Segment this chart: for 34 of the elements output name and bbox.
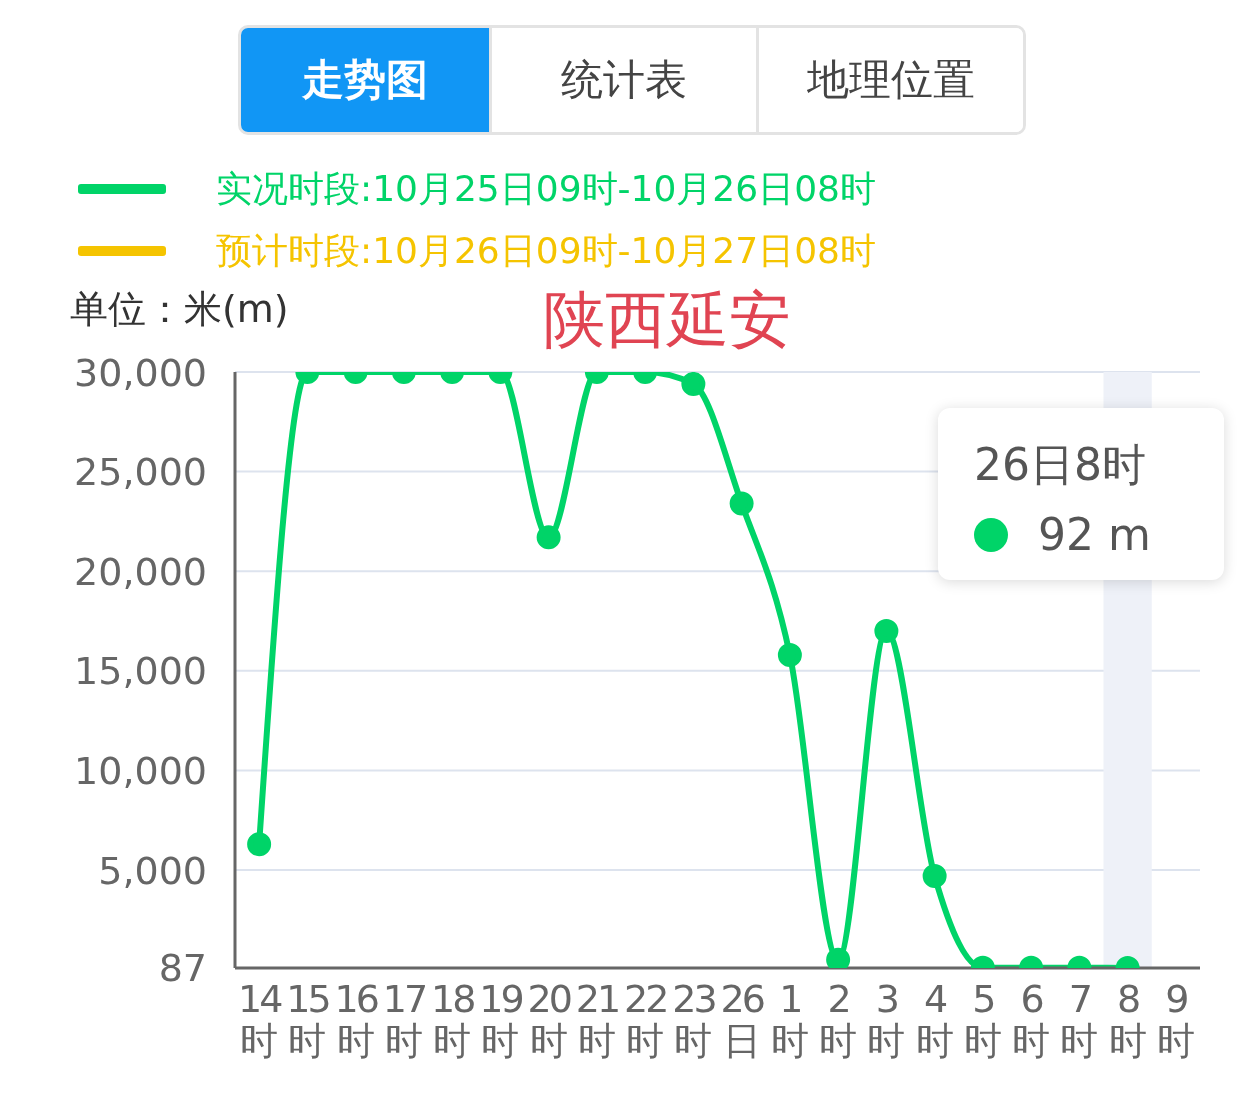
y-tick-label: 10,000 — [74, 748, 207, 793]
x-tick-label: 2时 — [819, 977, 858, 1063]
x-tick-label: 6时 — [1012, 977, 1051, 1063]
tab-bar: 走势图 统计表 地理位置 — [238, 25, 1026, 135]
x-tick-label: 26日 — [720, 977, 764, 1063]
x-tick-label: 3时 — [867, 977, 906, 1063]
x-tick-label: 14时 — [237, 977, 283, 1063]
x-tick-label: 9时 — [1156, 977, 1195, 1063]
x-tick-label: 4时 — [915, 977, 954, 1063]
legend-label: 预计时段:10月26日09时-10月27日08时 — [216, 228, 876, 273]
x-tick-label: 16时 — [334, 977, 378, 1063]
annotation: 92 m — [1038, 509, 1151, 560]
x-tick-label: 19时 — [479, 977, 523, 1063]
y-tick-label: 87 — [158, 946, 207, 991]
chart-title: 陕西延安 — [543, 282, 791, 358]
x-tick-label: 23时 — [672, 977, 716, 1063]
x-tick-label: 20时 — [527, 977, 571, 1063]
y-tick-label: 5,000 — [98, 848, 207, 893]
x-tick-label: 5时 — [963, 977, 1002, 1063]
tooltip-box: 26日8时 92 m — [938, 408, 1224, 580]
y-tick-label: 25,000 — [74, 450, 207, 495]
y-axis-title: 单位：米(m) — [70, 286, 289, 333]
x-tick-label: 15时 — [286, 977, 329, 1063]
annotation: 26日8时 — [974, 438, 1147, 492]
x-tick-label: 18时 — [430, 977, 475, 1063]
y-tick-label: 20,000 — [74, 549, 207, 594]
x-tick-label: 22时 — [623, 977, 667, 1063]
y-tick-label: 15,000 — [74, 649, 207, 694]
x-tick-label: 1时 — [770, 977, 809, 1063]
legend-label: 实况时段:10月25日09时-10月26日08时 — [216, 166, 876, 211]
x-tick-label: 21时 — [575, 977, 619, 1063]
x-tick-label: 7时 — [1060, 977, 1099, 1063]
x-tick-label: 8时 — [1108, 977, 1147, 1063]
x-tick-label: 17时 — [382, 977, 426, 1063]
